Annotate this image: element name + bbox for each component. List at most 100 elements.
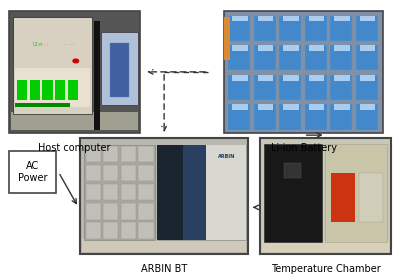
Bar	[86, 184, 101, 200]
Bar	[360, 104, 375, 111]
Bar	[360, 45, 375, 51]
Bar	[280, 104, 301, 130]
Bar	[86, 203, 101, 219]
Bar	[82, 238, 246, 252]
Text: Li-ion Battery: Li-ion Battery	[271, 143, 337, 153]
Bar	[121, 145, 136, 163]
Bar	[224, 11, 383, 133]
Bar	[280, 15, 301, 41]
Text: Power: Power	[18, 173, 47, 183]
Bar	[11, 112, 138, 130]
Bar	[309, 104, 324, 111]
Bar	[283, 15, 298, 21]
Bar	[42, 80, 52, 100]
Bar	[206, 145, 246, 240]
Bar	[228, 75, 250, 100]
Bar	[121, 203, 136, 219]
Bar	[330, 75, 352, 100]
Bar	[86, 222, 101, 238]
Bar	[258, 104, 273, 111]
Bar	[103, 203, 118, 219]
Bar	[309, 75, 324, 81]
Bar	[334, 104, 350, 111]
Bar	[228, 104, 250, 130]
Bar	[258, 45, 273, 51]
Bar	[330, 45, 352, 70]
Bar	[86, 164, 101, 182]
Bar	[110, 43, 129, 97]
Bar	[138, 145, 154, 163]
Bar	[356, 104, 378, 130]
Bar	[356, 15, 378, 41]
Bar	[284, 163, 301, 178]
Bar	[305, 15, 326, 41]
Bar	[264, 144, 322, 242]
Bar	[254, 45, 276, 70]
Bar	[309, 45, 324, 51]
Bar	[260, 138, 391, 254]
Bar	[103, 164, 118, 182]
Bar	[305, 104, 326, 130]
Bar	[103, 184, 118, 200]
Bar	[262, 241, 389, 252]
Bar	[283, 75, 298, 81]
Bar	[254, 15, 276, 41]
Bar	[232, 45, 248, 51]
Bar	[138, 184, 154, 200]
Bar	[84, 145, 155, 240]
Bar	[280, 75, 301, 100]
Bar	[138, 222, 154, 238]
Circle shape	[73, 59, 78, 63]
Bar	[17, 80, 27, 100]
Bar	[232, 75, 248, 81]
Text: AC: AC	[26, 161, 39, 171]
Bar	[309, 15, 324, 21]
Bar	[138, 164, 154, 182]
Text: ARBIN: ARBIN	[218, 154, 235, 159]
Bar	[360, 75, 375, 81]
Bar	[254, 104, 276, 130]
Text: Temperature Chamber: Temperature Chamber	[271, 264, 380, 274]
Bar	[330, 15, 352, 41]
Bar	[330, 104, 352, 130]
Bar	[334, 45, 350, 51]
Bar	[305, 45, 326, 70]
Bar	[360, 15, 375, 21]
Bar	[283, 104, 298, 111]
Bar	[9, 151, 56, 193]
Bar	[13, 17, 92, 114]
Bar	[224, 17, 230, 60]
Bar	[232, 15, 248, 21]
Bar	[232, 104, 248, 111]
Text: ARBIN BT: ARBIN BT	[141, 264, 187, 274]
Bar	[280, 45, 301, 70]
Bar	[254, 75, 276, 100]
Bar	[228, 45, 250, 70]
Bar	[101, 32, 138, 105]
Bar	[283, 45, 298, 51]
Bar	[356, 75, 378, 100]
Bar	[94, 21, 100, 130]
Bar	[121, 222, 136, 238]
Text: Host computer: Host computer	[38, 143, 111, 153]
Bar	[30, 80, 40, 100]
Bar	[157, 145, 246, 240]
Bar	[9, 11, 140, 133]
Bar	[228, 15, 250, 41]
Text: I2·n·  ·: I2·n· ·	[33, 42, 48, 47]
Bar	[331, 173, 355, 222]
Bar	[103, 222, 118, 238]
Bar	[325, 144, 387, 242]
Bar	[305, 75, 326, 100]
Bar	[55, 80, 66, 100]
Bar	[356, 45, 378, 70]
Bar	[15, 68, 90, 106]
Bar	[258, 75, 273, 81]
Bar	[138, 203, 154, 219]
Text: ·  · ·: · · ·	[62, 42, 74, 47]
Bar	[258, 15, 273, 21]
Bar	[103, 145, 118, 163]
Bar	[68, 80, 78, 100]
Bar	[86, 145, 101, 163]
Bar	[121, 184, 136, 200]
